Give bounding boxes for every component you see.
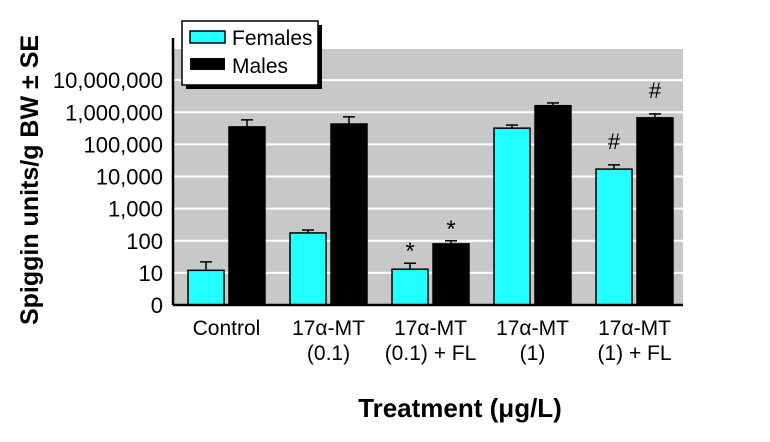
bar-males <box>228 126 266 306</box>
legend-label-females: Females <box>232 27 313 50</box>
plot-area: * * # # <box>171 38 683 307</box>
y-tick-label: 10 <box>139 261 163 286</box>
legend: Females Males <box>181 20 322 89</box>
legend-swatch-females <box>189 30 226 44</box>
bar-males <box>330 123 368 306</box>
significance-marker: # <box>608 129 621 154</box>
x-axis-label: Treatment (μg/L) <box>358 393 562 423</box>
x-tick-label: (0.1) + FL <box>385 342 477 365</box>
bar-males <box>534 104 572 306</box>
significance-marker: * <box>405 238 414 265</box>
y-tick-label: 100 <box>126 229 163 254</box>
y-tick-label: 0 <box>151 293 163 318</box>
bar-females <box>493 127 531 306</box>
bar-males <box>636 117 674 306</box>
significance-marker: # <box>649 78 662 103</box>
x-tick-label: (0.1) <box>307 342 350 365</box>
bar-females <box>391 268 429 306</box>
significance-marker: * <box>446 216 455 243</box>
legend-label-males: Males <box>232 55 288 78</box>
bar-males <box>432 243 470 306</box>
y-axis-ticks: 0 10 100 1,000 10,000 100,000 1,000,000 10,000,… <box>53 68 163 318</box>
x-tick-label: 17α-MT <box>292 317 365 340</box>
y-axis-label: Spiggin units/g BW ± SE <box>16 35 44 325</box>
legend-swatch-males <box>190 58 225 70</box>
x-tick-label: (1) + FL <box>597 342 671 365</box>
bar-females <box>187 269 225 306</box>
x-tick-label: 17α-MT <box>394 317 467 340</box>
x-axis-ticks: Control 17α-MT(0.1)17α-MT(0.1) + FL17α-MT… <box>193 317 672 365</box>
x-tick-label: Control <box>193 317 261 340</box>
x-tick-label: (1) <box>520 342 546 365</box>
y-tick-label: 1,000 <box>108 197 163 222</box>
y-tick-label: 10,000 <box>96 165 163 190</box>
x-tick-label: 17α-MT <box>496 317 569 340</box>
x-tick-label: 17α-MT <box>598 317 671 340</box>
y-tick-label: 1,000,000 <box>65 100 163 125</box>
y-tick-label: 100,000 <box>83 132 163 157</box>
bar-females <box>595 168 633 306</box>
bar-females <box>289 232 327 306</box>
y-tick-label: 10,000,000 <box>53 68 163 93</box>
